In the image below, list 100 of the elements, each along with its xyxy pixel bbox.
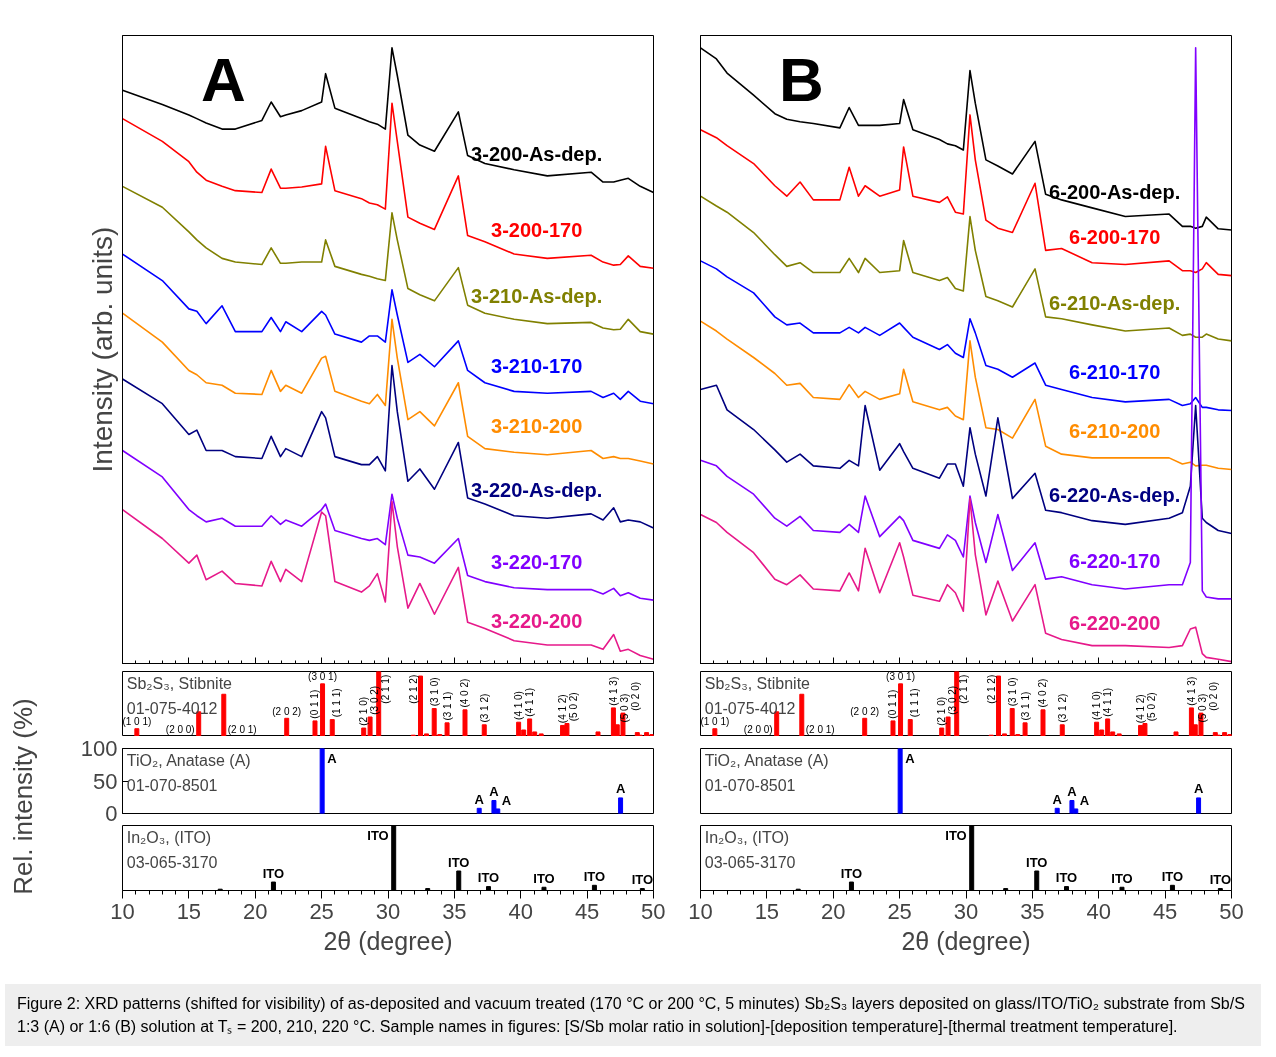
bar <box>1142 723 1148 736</box>
annotation: A <box>1067 784 1078 799</box>
annotation: ITO <box>840 865 863 881</box>
bar <box>898 683 904 736</box>
annotation: (4 1 3) <box>1185 676 1197 706</box>
bar <box>320 683 326 736</box>
annotation: (2 1 1) <box>958 674 970 704</box>
bar <box>1059 724 1065 736</box>
annotation: ITO <box>945 828 967 843</box>
bar <box>564 723 570 736</box>
annotation: (3 0 1) <box>308 671 338 683</box>
text: 01-070-8501 <box>126 776 218 794</box>
x-tick-label: 30 <box>375 898 401 924</box>
bar <box>329 719 335 736</box>
annotation: (2 1 0) <box>936 696 948 726</box>
bar <box>907 719 913 736</box>
x-axis-title: 2θ (degree) <box>901 926 1031 955</box>
annotation: (3 1 0) <box>428 677 440 707</box>
annotation: (3 1 2) <box>478 693 490 723</box>
annotation: ITO <box>367 828 389 843</box>
chart-title: Sb₂S₃, Stibnite <box>126 675 233 692</box>
chart-title: In₂O₃, (ITO) <box>126 829 212 846</box>
annotation: (5 0 2) <box>568 692 580 722</box>
x-tick-label: 40 <box>1086 898 1111 924</box>
x-tick-label: 35 <box>442 898 467 924</box>
annotation: (2 0 2) <box>272 705 302 717</box>
x-tick-label: 15 <box>754 898 780 924</box>
annotation: ITO <box>448 854 470 870</box>
annotation: ITO <box>262 865 285 881</box>
series-label: 3-210-200 <box>491 414 583 437</box>
bar <box>1188 707 1194 736</box>
bar <box>134 728 140 736</box>
annotation: (2 0 1) <box>227 724 257 735</box>
bar <box>890 720 896 736</box>
annotation: (0 1 1) <box>309 689 321 719</box>
annotation: ITO <box>1161 868 1184 884</box>
annotation: ITO <box>1055 870 1078 886</box>
series-label: 6-210-200 <box>1069 420 1161 443</box>
series-label: 3-220-200 <box>491 610 583 633</box>
x-tick-label: 40 <box>508 898 533 924</box>
bar <box>312 720 318 736</box>
bar <box>284 717 290 736</box>
annotation: ITO <box>1026 854 1048 870</box>
series-label: 6-210-170 <box>1069 361 1161 384</box>
text: 01-075-4012 <box>704 699 796 717</box>
bar <box>1173 731 1179 736</box>
bar <box>319 748 325 814</box>
series-label: 3-220-170 <box>491 550 583 573</box>
x-tick-label: 35 <box>1020 898 1045 924</box>
annotation: (3 0 1) <box>886 671 916 683</box>
series-label: 3-200-As-dep. <box>471 143 603 166</box>
annotation: A <box>1052 791 1063 807</box>
annotation: ITO <box>1209 872 1232 888</box>
annotation: A <box>327 751 338 766</box>
bar <box>1040 709 1046 736</box>
x-tick-label: 45 <box>574 898 600 924</box>
annotation: (2 0 2) <box>850 705 880 717</box>
annotation: A <box>201 44 246 114</box>
series-label: 3-210-As-dep. <box>471 284 603 307</box>
annotation: (0 2 0) <box>1207 681 1219 711</box>
bar <box>476 807 482 814</box>
bar <box>538 733 544 736</box>
annotation: (1 1 1) <box>909 688 921 718</box>
y-axis-title: Rel. intensity (%) <box>7 698 38 895</box>
annotation: B <box>779 44 824 114</box>
series-label: 6-200-170 <box>1069 226 1161 249</box>
annotation: (0 1 1) <box>887 689 899 719</box>
annotation: (2 1 0) <box>358 696 370 726</box>
annotation: (3 0 2) <box>947 685 959 715</box>
annotation: (2 1 2) <box>986 674 998 704</box>
annotation: (4 0 2) <box>1037 678 1049 708</box>
bar <box>897 748 903 814</box>
annotation: A <box>489 784 500 799</box>
annotation: (5 0 3) <box>618 693 630 723</box>
series-label: 6-200-As-dep. <box>1049 180 1181 203</box>
annotation: (2 0 0) <box>743 724 773 735</box>
annotation: (2 1 2) <box>408 674 420 704</box>
x-tick-label: 50 <box>641 898 666 924</box>
text: 03-065-3170 <box>704 853 796 871</box>
bar <box>491 800 497 814</box>
bar <box>595 731 601 736</box>
annotation: (4 1 0) <box>513 691 525 720</box>
chart-title: TiO₂, Anatase (A) <box>704 752 829 769</box>
bar <box>462 709 468 736</box>
series-label: 6-220-As-dep. <box>1049 484 1181 507</box>
bar <box>1069 800 1075 814</box>
annotation: (3 1 0) <box>1006 677 1018 707</box>
x-tick-label: 45 <box>1152 898 1178 924</box>
annotation: (5 0 2) <box>1146 692 1158 722</box>
x-tick-label: 10 <box>110 898 135 924</box>
bar <box>799 693 805 736</box>
annotation: A <box>1193 781 1204 797</box>
chart-title: In₂O₃, (ITO) <box>704 829 790 846</box>
annotation: (4 1 0) <box>1091 691 1103 720</box>
annotation: (3 1 1) <box>441 691 453 721</box>
bar <box>1196 797 1202 814</box>
bar <box>862 717 868 736</box>
annotation: (4 1 3) <box>607 676 619 706</box>
annotation: A <box>1079 793 1090 809</box>
annotation: (3 1 2) <box>1056 693 1068 723</box>
